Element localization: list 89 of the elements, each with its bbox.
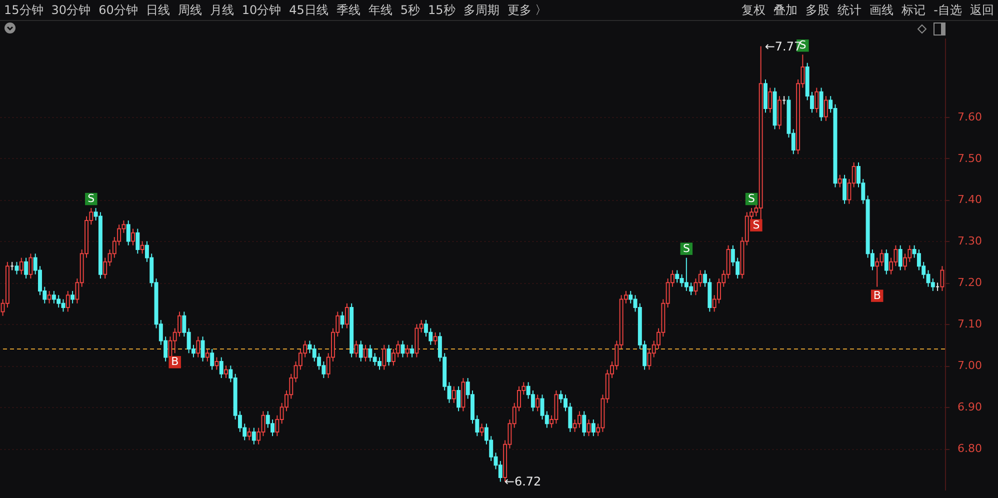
y-tick-label: 7.00: [958, 359, 982, 372]
candlestick: [456, 386, 461, 412]
candlestick: [364, 344, 368, 362]
text: 叠加: [772, 2, 799, 18]
annotation: S: [682, 242, 690, 255]
text: 统计: [836, 2, 863, 18]
annotation: B: [873, 288, 881, 302]
candlestick: [70, 290, 75, 304]
candlestick: [200, 336, 205, 362]
y-tick-label: 7.50: [958, 152, 982, 165]
candlestick: [410, 344, 414, 358]
candlestick: [14, 261, 19, 275]
candlestick: [875, 257, 880, 288]
candlestick: [498, 460, 502, 482]
annotation: S: [752, 218, 760, 232]
candlestick: [582, 410, 586, 437]
y-tick-label: 7.60: [958, 110, 982, 124]
y-tick-label: 7.40: [958, 193, 982, 206]
candlestick: [382, 344, 386, 370]
candlestick: [577, 410, 582, 428]
candlestick: [354, 340, 358, 358]
text: 5秒: [399, 2, 422, 18]
candlestick: [433, 332, 438, 346]
candlestick: [842, 174, 847, 204]
text: 周线: [176, 2, 203, 18]
candlestick: [884, 248, 888, 275]
candlestick: [247, 427, 252, 441]
candlestick: [219, 356, 224, 379]
text: 10分钟: [240, 2, 282, 18]
text: 多周期: [462, 2, 500, 18]
candlestick: [930, 278, 935, 292]
candlestick: [340, 311, 344, 329]
text: 复权: [740, 2, 767, 18]
candlestick: [140, 240, 144, 254]
annotation: ←6.72: [504, 474, 542, 489]
text: 15分钟: [3, 2, 44, 18]
text: 年线: [367, 2, 394, 18]
candlestick: [480, 423, 484, 437]
text: 季线: [335, 2, 362, 18]
y-tick-label: 7.20: [958, 276, 982, 290]
candlestick: [214, 356, 219, 370]
candlestick: [210, 348, 214, 370]
annotation: S: [88, 192, 95, 206]
candlestick: [131, 228, 135, 246]
candlestick: [586, 419, 591, 437]
candlestick: [940, 266, 944, 292]
y-tick-label: 7.10: [958, 318, 982, 331]
candlestick: [344, 302, 349, 329]
text: 45日线: [288, 2, 330, 18]
candlestick: [536, 394, 540, 412]
candlestick: [824, 96, 828, 122]
candlestick: [136, 228, 140, 254]
candlestick: [28, 253, 33, 280]
candlestick: [768, 87, 772, 114]
candlestick: [103, 257, 108, 280]
annotation: S: [748, 192, 756, 206]
candlestick: [205, 348, 210, 362]
candlestick: [196, 336, 200, 358]
candlestick: [66, 290, 70, 312]
text: 画线: [868, 2, 895, 18]
candlestick: [47, 290, 52, 304]
candlestick: [405, 344, 410, 358]
candlestick: [530, 390, 535, 412]
y-tick-label: 6.80: [958, 442, 982, 456]
candlestick: [252, 427, 256, 445]
text: -自选: [932, 2, 963, 18]
candlestick: [814, 87, 819, 114]
y-tick-label: 7.30: [958, 234, 982, 248]
candlestick: [838, 174, 842, 188]
candlestick: [898, 244, 902, 271]
candlestick: [24, 257, 28, 280]
candlestick: [452, 386, 456, 404]
text: 标记: [900, 2, 927, 18]
text: 返回: [969, 2, 995, 18]
text: 30分钟: [50, 2, 92, 18]
y-tick-label: 6.90: [958, 400, 982, 414]
text: 更多 〉: [506, 2, 548, 18]
text: 日线: [144, 2, 171, 18]
candlestick: [126, 220, 130, 246]
text: 60分钟: [98, 2, 139, 18]
text: 15秒: [427, 2, 456, 18]
candlestick: [224, 365, 228, 379]
candlestick: [19, 257, 24, 275]
text: 月线: [208, 2, 235, 18]
candlestick: [358, 340, 363, 362]
annotation: B: [171, 355, 179, 368]
candlestick: [591, 419, 596, 437]
candlestick: [386, 344, 391, 366]
text: 多股: [804, 2, 831, 18]
